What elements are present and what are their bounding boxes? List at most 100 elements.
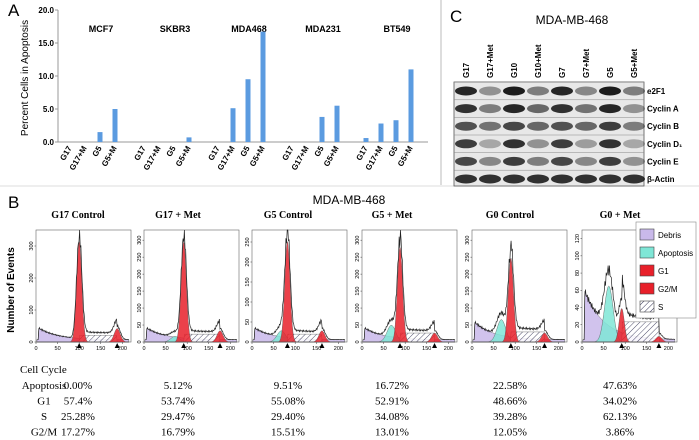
- histogram-component: [252, 330, 345, 343]
- y-tick-label: 150: [245, 277, 251, 286]
- table-header: Cell Cycle: [20, 364, 67, 376]
- y-tick-label: 300: [465, 236, 471, 245]
- y-tick-label: 200: [29, 273, 35, 282]
- x-tick-label: 200: [554, 346, 563, 352]
- peak-marker: [217, 343, 223, 348]
- x-tick-label: 50: [601, 346, 607, 352]
- bar: [112, 109, 118, 142]
- table-cell: 3.86%: [606, 427, 634, 439]
- y-tick-label: 60: [575, 287, 581, 293]
- table-cell: 5.12%: [164, 380, 192, 392]
- x-tick-label: 150: [96, 346, 105, 352]
- panel-label: B: [8, 193, 19, 212]
- x-tick-label: 150: [204, 346, 213, 352]
- legend-swatch: [639, 264, 655, 277]
- blot-band: [455, 174, 477, 184]
- x-tick-label: 200: [226, 346, 235, 352]
- table-cell: 16.72%: [375, 380, 409, 392]
- y-tick-label: 100: [245, 297, 251, 306]
- bar: [393, 120, 399, 142]
- x-tick-label: 200: [118, 346, 127, 352]
- y-tick-label: 50: [245, 319, 251, 325]
- x-tick-label: G5+M: [174, 144, 193, 168]
- x-tick-label: 150: [312, 346, 321, 352]
- y-tick-label: 0: [137, 340, 143, 343]
- blot-band: [455, 86, 477, 96]
- bar: [334, 105, 340, 142]
- y-tick-label: 80: [575, 270, 581, 276]
- x-tick-label: G5: [387, 144, 400, 158]
- y-tick-label: 40: [575, 304, 581, 310]
- x-tick-label: 200: [664, 346, 673, 352]
- x-tick-label: 50: [55, 346, 61, 352]
- blot-band: [575, 174, 597, 184]
- legend-swatch: [639, 300, 655, 313]
- blot-band: [479, 156, 501, 166]
- table-cell: 29.47%: [161, 411, 195, 423]
- x-tick-label: G5+M: [396, 144, 415, 168]
- peak-marker: [284, 343, 290, 348]
- y-tick-label: 150: [465, 286, 471, 295]
- table-cell: 22.58%: [493, 380, 527, 392]
- group-label: MDA468: [231, 24, 267, 34]
- histogram-title: G0 + Met: [600, 210, 641, 221]
- blot-band: [575, 104, 597, 114]
- x-tick-label: 0: [580, 346, 583, 352]
- table-cell: 53.74%: [161, 396, 195, 408]
- x-tick-label: 100: [183, 346, 192, 352]
- y-tick-label: 300: [355, 236, 361, 245]
- x-tick-label: 100: [511, 346, 520, 352]
- x-tick-label: G5: [239, 144, 252, 158]
- blot-band: [479, 139, 501, 149]
- legend-swatch: [639, 282, 655, 295]
- blot-band: [623, 174, 645, 184]
- legend-label: G2/M: [658, 285, 678, 294]
- blot-band: [455, 121, 477, 131]
- table-cell: 34.08%: [375, 411, 409, 423]
- table-cell: 16.79%: [161, 427, 195, 439]
- y-tick-label: 250: [465, 253, 471, 262]
- row-label: Apoptosis: [22, 380, 67, 392]
- histogram-outline: [144, 229, 238, 341]
- legend-label: Apoptosis: [658, 249, 693, 258]
- bar: [230, 108, 236, 142]
- table-cell: 0.00%: [64, 380, 92, 392]
- blot-band: [575, 86, 597, 96]
- bar: [408, 69, 414, 142]
- y-tick-label: 0: [465, 340, 471, 343]
- histogram-title: G17 Control: [51, 210, 105, 221]
- histogram-component: [472, 257, 565, 343]
- y-tick-label: 0: [29, 340, 35, 343]
- y-tick-label: 100: [575, 251, 581, 260]
- legend-label: G1: [658, 267, 669, 276]
- lane-label: G10+Met: [534, 44, 543, 78]
- peak-marker: [432, 343, 438, 348]
- blot-band: [623, 139, 645, 149]
- y-tick-label: 300: [137, 236, 143, 245]
- x-tick-label: G5+M: [100, 144, 119, 168]
- flow-title: MDA-MB-468: [313, 193, 386, 207]
- blot-band: [527, 174, 549, 184]
- table-cell: 9.51%: [274, 380, 302, 392]
- histogram-title: G0 Control: [486, 210, 535, 221]
- blot-band: [503, 86, 525, 96]
- table-cell: 52.91%: [375, 396, 409, 408]
- blot-band: [551, 104, 573, 114]
- blot-band: [455, 104, 477, 114]
- table-cell: 48.66%: [493, 396, 527, 408]
- lane-label: G10: [510, 62, 519, 78]
- x-tick-label: 0: [34, 346, 37, 352]
- plot-frame: [361, 229, 458, 343]
- x-tick-label: G5: [165, 144, 178, 158]
- y-tick-label: 50: [465, 322, 471, 328]
- legend-label: Debris: [658, 231, 681, 240]
- histogram-component: [252, 240, 345, 343]
- blot-band: [551, 86, 573, 96]
- table-cell: 34.02%: [603, 396, 637, 408]
- blot-title: MDA-MB-468: [536, 13, 609, 27]
- blot-band: [527, 139, 549, 149]
- protein-label: Cyclin A: [647, 105, 679, 114]
- table-cell: 15.51%: [271, 427, 305, 439]
- x-tick-label: 50: [271, 346, 277, 352]
